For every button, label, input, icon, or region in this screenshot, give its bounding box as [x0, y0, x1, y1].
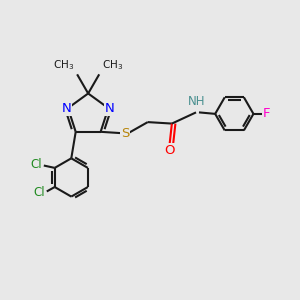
Text: S: S [121, 127, 129, 140]
Text: CH$_3$: CH$_3$ [102, 58, 123, 72]
Text: Cl: Cl [33, 186, 45, 200]
Text: Cl: Cl [30, 158, 42, 171]
Text: N: N [62, 102, 71, 115]
Text: N: N [105, 102, 115, 115]
Text: O: O [164, 144, 175, 157]
Text: F: F [263, 107, 271, 120]
Text: CH$_3$: CH$_3$ [53, 58, 74, 72]
Text: NH: NH [188, 95, 206, 108]
